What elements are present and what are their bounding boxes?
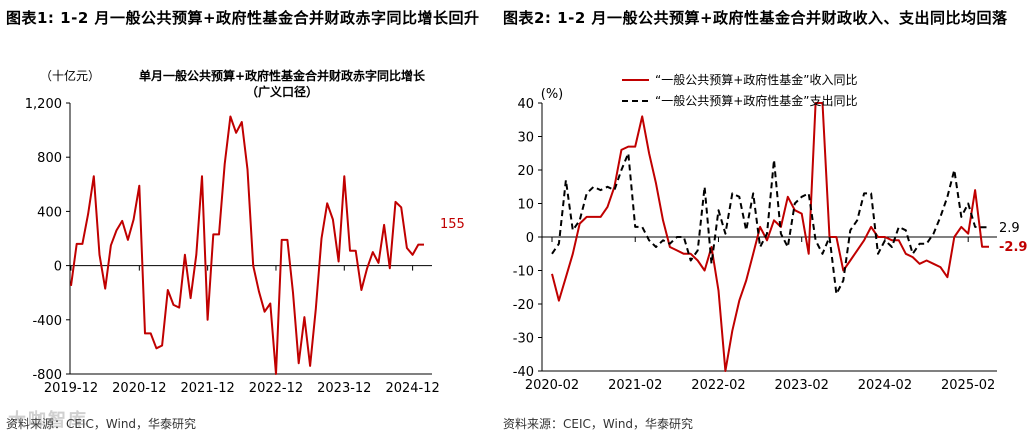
x-tick-label: 2019-12 — [44, 381, 98, 396]
chart-2-revenue-end-label: -2.9 — [999, 240, 1027, 255]
legend-revenue-label: “一般公共预算+政府性基金”收入同比 — [655, 72, 858, 87]
y-tick-label: 0 — [526, 231, 534, 246]
figure-1-source: 资料来源：CEIC，Wind，华泰研究 — [6, 417, 197, 431]
x-tick-label: 2023-02 — [775, 378, 829, 393]
chart-2-expenditure-end-label: 2.9 — [999, 221, 1020, 236]
chart-1-title: 单月一般公共预算+政府性基金合并财政赤字同比增长 — [139, 68, 426, 83]
figure-1-title: 图表1: 1-2 月一般公共预算+政府性基金合并财政赤字同比增长回升 — [6, 9, 480, 27]
x-tick-label: 2022-12 — [249, 381, 303, 396]
y-tick-label: 400 — [37, 205, 62, 220]
x-tick-label: 2022-02 — [691, 378, 745, 393]
x-tick-label: 2024-02 — [858, 378, 912, 393]
chart-2-unit-label: (%) — [541, 87, 564, 102]
x-tick-label: 2020-12 — [112, 381, 166, 396]
y-tick-label: 40 — [517, 97, 534, 112]
panel-divider — [492, 0, 493, 438]
x-tick-label: 2020-02 — [525, 378, 579, 393]
y-tick-label: 10 — [517, 198, 534, 213]
legend-expenditure-label: “一般公共预算+政府性基金”支出同比 — [655, 93, 858, 108]
y-tick-label: 1,200 — [25, 97, 62, 112]
y-tick-label: -30 — [513, 332, 534, 347]
series-line-0 — [551, 102, 989, 372]
x-tick-label: 2024-12 — [385, 381, 439, 396]
y-tick-label: 30 — [517, 131, 534, 146]
watermark: 大咖智库 — [8, 410, 88, 431]
y-tick-label: -20 — [513, 298, 534, 313]
figure-2-source: 资料来源：CEIC，Wind，华泰研究 — [503, 417, 694, 431]
chart-1-subtitle: （广义口径） — [246, 84, 318, 99]
chart-1-end-label: 155 — [440, 217, 465, 232]
x-tick-label: 2021-12 — [180, 381, 234, 396]
y-tick-label: 0 — [54, 260, 62, 275]
figure-1-panel: 图表1: 1-2 月一般公共预算+政府性基金合并财政赤字同比增长回升 （十亿元）… — [0, 0, 490, 438]
y-tick-label: 20 — [517, 164, 534, 179]
x-tick-label: 2021-02 — [608, 378, 662, 393]
chart-1-unit-label: （十亿元） — [40, 68, 100, 83]
series-line-1 — [551, 152, 989, 295]
x-tick-label: 2023-12 — [317, 381, 371, 396]
figure-2-title: 图表2: 1-2 月一般公共预算+政府性基金合并财政收入、支出同比均回落 — [503, 9, 1008, 27]
y-tick-label: -800 — [32, 368, 62, 383]
y-tick-label: 800 — [37, 151, 62, 166]
y-tick-label: -10 — [513, 265, 534, 280]
chart-2-legend: “一般公共预算+政府性基金”收入同比 “一般公共预算+政府性基金”支出同比 — [622, 72, 858, 108]
y-tick-label: -400 — [32, 314, 62, 329]
series-line-0 — [70, 115, 424, 375]
y-tick-label: -40 — [513, 365, 534, 380]
figure-1-chart: （十亿元） 单月一般公共预算+政府性基金合并财政赤字同比增长 （广义口径） 1,… — [25, 68, 465, 396]
figure-2-panel: 图表2: 1-2 月一般公共预算+政府性基金合并财政收入、支出同比均回落 (%)… — [497, 0, 1036, 438]
x-tick-label: 2025-02 — [941, 378, 995, 393]
